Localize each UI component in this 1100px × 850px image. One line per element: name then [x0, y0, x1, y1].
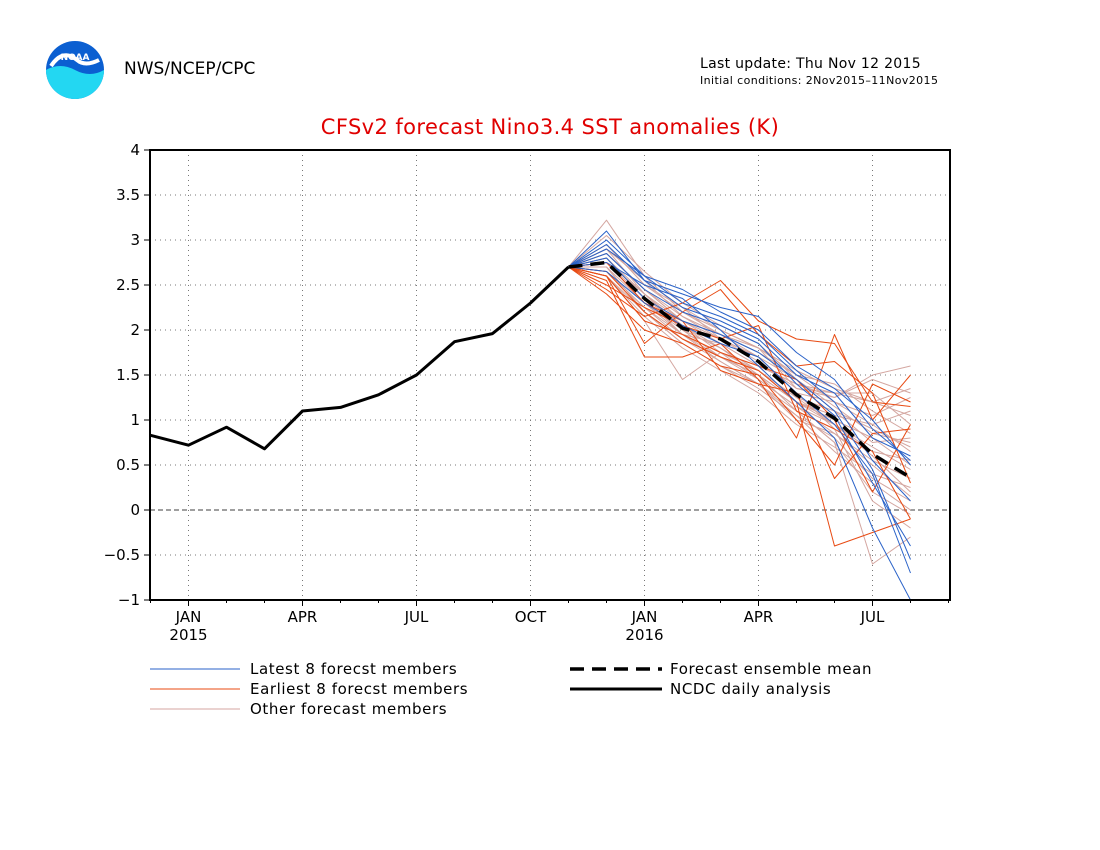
legend-label-latest: Latest 8 forecst members	[250, 660, 457, 678]
logo-text: NOAA	[61, 53, 90, 63]
other-member-line	[568, 248, 911, 452]
y-tick-label: −0.5	[104, 546, 140, 564]
legend-label-other: Other forecast members	[250, 700, 447, 718]
x-tick-label: JAN	[175, 608, 202, 626]
y-tick-label: 0.5	[116, 456, 140, 474]
latest-member-line	[568, 239, 911, 466]
legend-label-mean: Forecast ensemble mean	[670, 660, 872, 678]
analysis-line	[150, 265, 570, 451]
earliest-member-line	[568, 266, 911, 493]
latest-member-line	[568, 262, 911, 600]
y-tick-label: 3.5	[116, 186, 140, 204]
latest-member-line	[568, 266, 911, 574]
legend-label-earliest: Earliest 8 forecst members	[250, 680, 468, 698]
latest-member-line	[568, 244, 911, 457]
y-tick-label: 0	[130, 501, 140, 519]
x-tick-label: OCT	[515, 608, 547, 626]
y-tick-label: 4	[130, 141, 140, 159]
y-tick-label: 2	[130, 321, 140, 339]
x-tick-label: JAN	[631, 608, 658, 626]
y-tick-label: 2.5	[116, 276, 140, 294]
other-member-line	[568, 266, 911, 502]
x-tick-label: APR	[288, 608, 318, 626]
other-member-line	[568, 266, 911, 515]
noaa-logo: NOAA	[45, 40, 105, 100]
latest-member-line	[568, 253, 911, 547]
y-tick-label: −1	[118, 591, 140, 609]
plot-frame	[149, 149, 951, 601]
other-member-line	[568, 266, 911, 511]
ensemble-mean-line	[568, 260, 912, 480]
x-year-label: 2016	[625, 626, 663, 644]
other-member-line	[568, 257, 911, 425]
x-tick-label: JUL	[860, 608, 885, 626]
x-tick-label: APR	[744, 608, 774, 626]
y-tick-label: 3	[130, 231, 140, 249]
y-tick-label: 1.5	[116, 366, 140, 384]
earliest-member-line	[568, 266, 911, 466]
y-tick-label: 1	[130, 411, 140, 429]
earliest-member-line	[568, 266, 911, 407]
initial-conditions-label: Initial conditions: 2Nov2015–11Nov2015	[700, 74, 939, 87]
other-member-line	[568, 266, 911, 479]
x-year-label: 2015	[169, 626, 207, 644]
chart-title: CFSv2 forecast Nino3.4 SST anomalies (K)	[320, 115, 780, 139]
organization-label: NWS/NCEP/CPC	[124, 59, 256, 79]
earliest-member-line	[568, 266, 911, 547]
x-tick-label: JUL	[404, 608, 429, 626]
legend-label-analysis: NCDC daily analysis	[670, 680, 831, 698]
last-update-label: Last update: Thu Nov 12 2015	[700, 56, 921, 72]
latest-member-line	[568, 257, 911, 560]
